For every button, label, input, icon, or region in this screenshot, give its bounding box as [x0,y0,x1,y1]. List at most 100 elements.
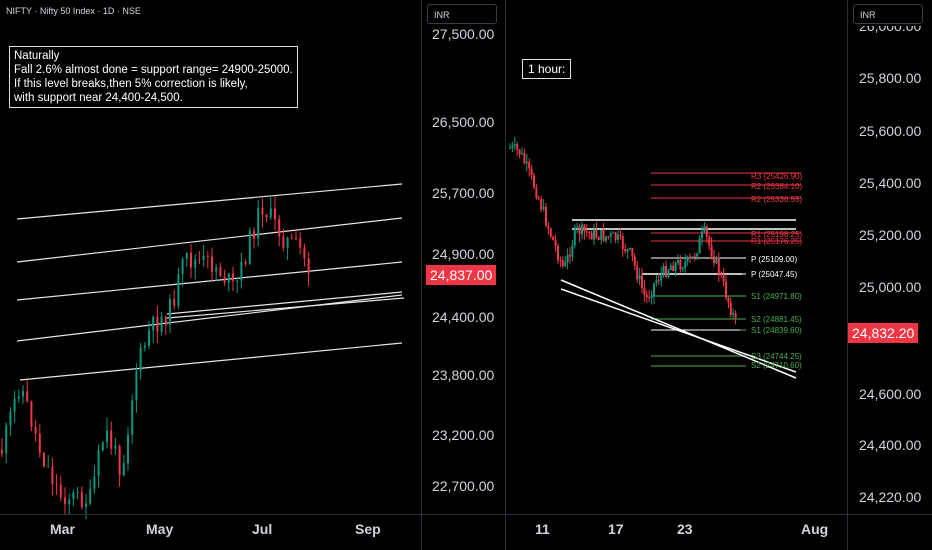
candle-body [118,445,121,476]
candle-body [143,345,146,348]
candle-body [713,256,715,264]
candle-body [173,299,176,306]
candle-body [657,280,660,282]
note-line-2: Fall 2.6% almost done = support range= 2… [14,64,293,76]
candle-body [76,491,79,493]
price-axis-border [847,0,848,550]
pivot-label: S2 (24881.45) [751,315,802,324]
price-axis-border [421,0,422,550]
pivot-label: R1 (25198.25) [751,230,803,239]
candle-body [80,491,83,508]
candle-body [605,236,607,241]
candle-body [559,260,562,262]
trend-line [560,279,797,379]
x-tick: Sep [355,521,381,537]
candle-body [190,252,192,268]
analysis-note[interactable]: Naturally Fall 2.6% almost done = suppor… [9,46,298,108]
x-tick: Aug [801,521,829,537]
candle-body [686,256,689,262]
symbol-header[interactable]: NIFTY · Nifty 50 Index · 1D · NSE [6,6,141,16]
candle-body [588,232,591,234]
candle-body [72,492,75,500]
candle-body [535,187,538,198]
candle-body [667,270,670,277]
candle-body [561,260,564,267]
candle-body [299,238,302,248]
time-axis-border [506,514,932,515]
candle-body [547,225,550,229]
candle-body [650,295,653,298]
timeframe-label[interactable]: 1 hour: [522,59,572,79]
candle-body [139,347,142,371]
candle-body [106,430,108,442]
candle-body [198,259,201,261]
currency-selector[interactable]: INR [853,4,923,24]
candle-body [533,175,535,188]
last-price-label: 24,837.00 [426,265,497,285]
candle-body [303,247,306,259]
candle-body [617,234,619,240]
y-tick: 24,900.00 [432,246,495,262]
candle-body [698,238,701,254]
y-tick: 25,400.00 [859,175,922,191]
candle-body [156,316,159,332]
candle-body [206,255,209,257]
candle-body [261,207,264,215]
candle-body [22,391,24,397]
candle-body [135,370,138,401]
candle-body [244,261,247,264]
candle-body [638,275,641,280]
daily-chart-panel[interactable]: NIFTY · Nifty 50 Index · 1D · NSE INR Na… [0,0,506,550]
candle-body [274,208,276,220]
candle-body [43,452,45,467]
y-tick: 24,400.00 [432,309,495,325]
candle-body [554,240,557,247]
candle-body [629,248,631,250]
time-axis-border [0,514,505,515]
candle-body [578,226,581,235]
candle-body [509,147,511,149]
candle-body [595,229,598,238]
y-tick: 27,500.00 [432,26,495,42]
channel-line [19,342,403,381]
candle-body [660,274,663,281]
candle-body [679,260,682,270]
candle-body [655,280,658,284]
candle-body [1,450,3,454]
candle-body [164,316,167,325]
candle-body [609,233,612,237]
candle-body [148,330,150,346]
candle-body [194,259,197,268]
currency-selector[interactable]: INR [427,4,497,24]
x-tick: 23 [677,521,693,537]
channel-line [16,261,403,301]
x-tick: 11 [535,521,550,537]
pivot-label: S1 (24971.80) [751,292,802,301]
candle-body [600,229,603,241]
y-tick: 25,700.00 [432,185,495,201]
candle-body [720,274,723,276]
note-line-1: Naturally [14,50,60,62]
x-tick: Jul [252,521,273,537]
y-tick: 23,200.00 [432,427,495,443]
daily-candles-chart[interactable] [0,0,505,550]
last-price-label: 24,832.20 [848,323,919,343]
candle-body [621,236,624,250]
candle-body [38,433,41,453]
candle-body [30,401,33,427]
candle-body [732,313,735,315]
hourly-chart-panel[interactable]: INR 26,000.00 25,800.00 25,600.00 25,400… [506,0,932,550]
channel-line [166,291,403,315]
candle-body [269,208,272,218]
candle-body [669,265,672,271]
candle-body [590,232,593,240]
candle-body [708,236,711,245]
hourly-candles-chart[interactable] [506,0,932,550]
candle-body [602,229,605,241]
candle-body [55,484,58,486]
candle-body [641,275,643,288]
candle-body [703,226,706,232]
candle-body [169,299,171,325]
candle-body [571,245,574,257]
candle-body [51,466,54,485]
